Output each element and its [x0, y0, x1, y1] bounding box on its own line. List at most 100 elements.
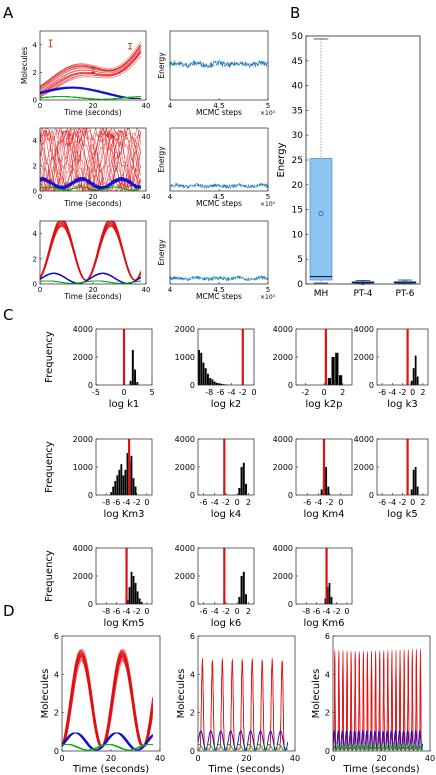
hist-bar	[416, 376, 419, 385]
hist-bar	[414, 355, 417, 385]
y-tick-label: 0	[190, 747, 195, 756]
x-exponent-label: ×10⁵	[260, 110, 276, 117]
x-tick-label: 2	[420, 388, 425, 397]
hist-bar	[134, 486, 137, 495]
x-axis-label: log k4	[211, 509, 242, 520]
x-tick-label: -4	[388, 498, 396, 507]
y-tick-label: 2	[190, 709, 195, 718]
hist-bar	[128, 587, 131, 604]
x-tick-label: 5	[149, 388, 154, 397]
hist-bar	[120, 464, 123, 495]
hist-bar	[124, 469, 127, 495]
a-traj-line	[39, 127, 141, 193]
y-tick-label: 4	[33, 41, 38, 49]
a-traj-line	[39, 86, 141, 99]
hist-bar	[122, 475, 125, 495]
category-label: MH	[314, 289, 329, 299]
x-exponent-label: ×10⁵	[260, 201, 276, 208]
hist-bar	[414, 467, 417, 495]
x-tick-label: 40	[155, 754, 165, 763]
y-tick-label: 0	[288, 600, 293, 609]
a-traj-line	[39, 127, 141, 192]
x-tick-label: 2	[420, 498, 425, 507]
x-axis-label: log k6	[211, 618, 242, 629]
hist-bar	[202, 362, 205, 385]
a-traj-line	[39, 46, 141, 90]
x-axis-label: Time (seconds)	[342, 764, 419, 775]
a-traj-line	[39, 186, 141, 191]
y-tick-label: 4000	[73, 544, 93, 553]
x-axis-label: MCMC steps	[196, 108, 242, 117]
d-sim-line	[198, 658, 288, 750]
x-tick-label: -4	[228, 388, 236, 397]
hist-bar	[198, 350, 200, 385]
a-traj-line	[39, 220, 141, 281]
y-tick-label: 2	[33, 255, 37, 263]
x-tick-label: 4.5	[213, 286, 224, 294]
x-tick-label: -6	[312, 607, 320, 616]
y-tick-label: 0	[88, 600, 93, 609]
a-traj-line	[39, 127, 141, 192]
x-axis-label: log k5	[387, 509, 418, 520]
x-tick-label: -6	[200, 498, 208, 507]
y-axis-label: Molecules	[20, 47, 29, 84]
d-sim-line	[197, 743, 288, 751]
x-axis-label: Time (seconds)	[207, 764, 284, 775]
hist-bar	[218, 383, 221, 385]
y-tick-label: 4	[33, 230, 38, 238]
hist-bar	[134, 583, 137, 604]
x-tick-label: 20	[241, 754, 251, 763]
energy-trace	[169, 182, 269, 190]
d-sim-line	[62, 650, 153, 746]
mean-marker	[318, 211, 324, 217]
y-tick-label: 20	[292, 181, 304, 191]
x-tick-label: 0	[38, 286, 42, 294]
hist-bar	[136, 591, 139, 604]
b-boxplot: 0 5 10 15 20 25 30 35 40 45 50 MH PT-4 PT-6 Energy	[276, 32, 421, 299]
hist-bar	[126, 453, 129, 495]
y-tick-label: 0	[190, 600, 195, 609]
panel-letter-c: C	[3, 306, 13, 324]
hist-bar	[335, 352, 339, 385]
c-hist-axes	[295, 547, 353, 605]
hist-bar	[204, 368, 207, 385]
x-tick-label: -6	[112, 498, 120, 507]
x-tick-label: -4	[211, 607, 219, 616]
y-tick-label: 45	[292, 57, 303, 67]
c-hist-axes	[376, 438, 429, 496]
a-energy-axes	[169, 127, 269, 192]
a-traj-line	[39, 127, 141, 192]
y-tick-label: 0	[88, 381, 93, 390]
y-tick-label: 1000	[175, 353, 195, 362]
x-axis-label: log Km6	[303, 618, 344, 629]
x-tick-label: -2	[326, 498, 334, 507]
x-tick-label: 0	[330, 754, 335, 763]
x-tick-label: 20	[89, 286, 98, 294]
x-axis-label: Time (seconds)	[63, 108, 121, 117]
x-axis-label: log Km4	[303, 509, 344, 520]
x-tick-label: 0	[195, 754, 200, 763]
hist-bar	[410, 489, 413, 495]
hist-bar	[327, 486, 330, 495]
x-tick-label: 0	[344, 607, 349, 616]
hist-bar	[240, 467, 243, 495]
y-tick-label: 2000	[175, 463, 195, 472]
y-tick-label: 4000	[73, 325, 93, 334]
y-tick-label: 6	[190, 632, 195, 641]
x-tick-label: 2	[340, 388, 345, 397]
hist-bar	[131, 350, 134, 385]
x-tick-label: 2	[246, 498, 251, 507]
y-tick-label: 35	[292, 106, 303, 116]
x-axis-label: log k1	[109, 399, 140, 410]
panel-letter-a: A	[3, 4, 14, 22]
y-tick-label: 2000	[273, 353, 293, 362]
hist-bar	[136, 382, 139, 385]
d-sim-line	[333, 648, 423, 750]
y-tick-label: 0	[54, 747, 59, 756]
d-sim-line	[332, 743, 423, 751]
